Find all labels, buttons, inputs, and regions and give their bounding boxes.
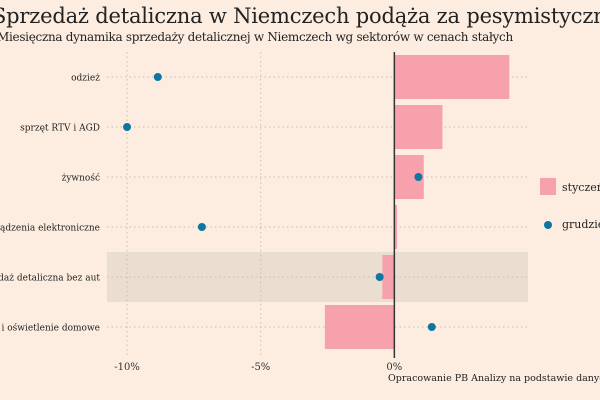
bar-styczen: [394, 55, 510, 99]
dot-grudzien: [414, 173, 423, 181]
source-note: Opracowanie PB Analizy na podstawie dany…: [388, 373, 600, 384]
dot-grudzien: [427, 323, 436, 331]
category-label: urządzenia elektroniczne: [0, 224, 100, 234]
dot-grudzien: [123, 123, 132, 131]
category-label: sprzęt RTV i AGD: [20, 124, 100, 134]
dot-grudzien: [197, 223, 206, 231]
category-label: odzież: [71, 74, 100, 84]
x-tick-label: -5%: [251, 362, 270, 373]
dot-grudzien: [153, 73, 162, 81]
legend-swatch-grudzien: [544, 221, 552, 229]
legend-label-grudzien: grudzień: [562, 218, 600, 231]
bar-styczen: [324, 305, 395, 349]
x-tick-label: 0%: [386, 362, 402, 373]
bar-styczen: [394, 105, 443, 149]
bar-styczen: [382, 255, 395, 299]
highlight-band: [107, 252, 528, 302]
legend-label-styczen: styczeń: [562, 181, 600, 194]
category-label: meble i oświetlenie domowe: [0, 323, 100, 334]
category-label: żywność: [62, 173, 100, 184]
chart-subtitle: Miesięczna dynamika sprzedaży detaliczne…: [0, 30, 513, 44]
x-tick-label: -10%: [114, 362, 140, 373]
chart-title: Sprzedaż detaliczna w Niemczech podąża z…: [0, 4, 600, 28]
legend-swatch-styczen: [540, 178, 556, 195]
dot-grudzien: [375, 273, 384, 281]
bar-styczen: [394, 205, 398, 249]
category-label: sprzedaż detaliczna bez aut: [0, 274, 100, 284]
